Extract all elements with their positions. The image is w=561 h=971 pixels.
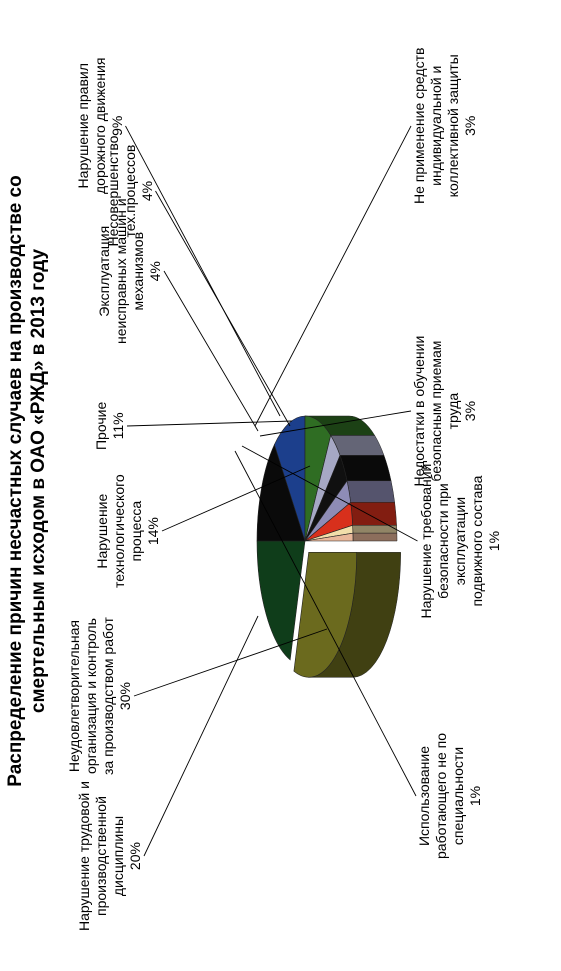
slice-label-8: Не применение средств индивидуальной и кол… bbox=[411, 48, 479, 204]
slice-label-7: Эксплуатация неисправных машин и механизмо… bbox=[96, 198, 164, 344]
slice-label-line: безопасности при bbox=[434, 483, 451, 599]
slice-label-2: Нарушение трудовой и производственной дисц… bbox=[76, 781, 144, 931]
leader-line-4 bbox=[126, 420, 293, 427]
slice-label-line: неисправных машин и bbox=[113, 198, 129, 344]
slice-label-line: за производством работ bbox=[100, 617, 116, 775]
pie-slice-2 bbox=[256, 540, 306, 661]
slice-label-line: дисциплины bbox=[110, 815, 126, 897]
slice-label-line: процесса bbox=[128, 500, 144, 562]
slice-label-line: производственной bbox=[93, 796, 109, 916]
slice-label-1: Неудовлетворительная организация и контро… bbox=[66, 617, 134, 775]
leader-line-1 bbox=[133, 628, 328, 697]
slice-label-10: Нарушение требований безопасности при эксп… bbox=[418, 464, 503, 619]
pie-slice-side-9 bbox=[350, 502, 397, 526]
slice-value-label: 1% bbox=[485, 530, 502, 552]
slice-label-line: организация и контроль bbox=[83, 618, 99, 774]
leader-line-7 bbox=[163, 270, 259, 432]
slice-value-label: 4% bbox=[147, 261, 163, 282]
leader-line-2 bbox=[143, 615, 259, 857]
slice-value-label: 11% bbox=[110, 412, 126, 440]
leader-line-10 bbox=[241, 445, 418, 542]
slice-value-label: 14% bbox=[145, 517, 161, 546]
slice-label-line: подвижного состава bbox=[468, 475, 485, 607]
slice-value-label: 3% bbox=[462, 115, 478, 136]
slice-label-11: Использование работающего не по специально… bbox=[416, 733, 484, 859]
slice-label-line: Неудовлетворительная bbox=[66, 620, 82, 773]
leader-line-6 bbox=[155, 190, 291, 427]
slice-value-label: 20% bbox=[127, 842, 143, 871]
slice-label-line: Прочие bbox=[93, 401, 109, 450]
slice-label-line: механизмов bbox=[130, 231, 146, 311]
slice-label-line: индивидуальной и bbox=[428, 65, 444, 186]
slice-label-4: Прочие 11% bbox=[93, 402, 127, 450]
slice-label-line: технологического bbox=[111, 474, 127, 588]
slice-label-line: коллективной защиты bbox=[445, 54, 461, 198]
slice-label-3: Нарушение технологического процесса 14% bbox=[94, 474, 162, 588]
pie-slice-side-11 bbox=[352, 532, 398, 542]
slice-label-line: Нарушение требований bbox=[417, 463, 434, 619]
slice-value-label: 30% bbox=[117, 682, 133, 711]
pie-slice-side-8 bbox=[346, 480, 395, 503]
slice-label-line: эксплуатации bbox=[451, 496, 468, 586]
pie-slice-side-7 bbox=[339, 455, 392, 482]
pie-slice-1 bbox=[293, 552, 358, 678]
slice-label-line: специальности bbox=[450, 746, 466, 846]
slice-label-line: Не применение средств bbox=[411, 47, 427, 204]
pie-slice-3 bbox=[256, 443, 306, 542]
leader-line-11 bbox=[234, 450, 417, 797]
slice-value-label: 1% bbox=[467, 785, 483, 807]
pie-slice-11 bbox=[304, 532, 354, 542]
leader-line-5 bbox=[125, 125, 281, 417]
slice-label-line: Эксплуатация bbox=[96, 225, 112, 317]
slice-label-line: работающего не по bbox=[433, 732, 449, 859]
leader-line-9 bbox=[259, 410, 412, 437]
leader-line-3 bbox=[161, 465, 311, 532]
leader-line-8 bbox=[254, 125, 412, 427]
slice-label-line: Использование bbox=[416, 745, 432, 847]
slice-label-line: Нарушение правил bbox=[74, 63, 91, 189]
slice-label-line: Нарушение трудовой и bbox=[76, 781, 92, 931]
slice-label-line: Нарушение bbox=[94, 493, 110, 569]
